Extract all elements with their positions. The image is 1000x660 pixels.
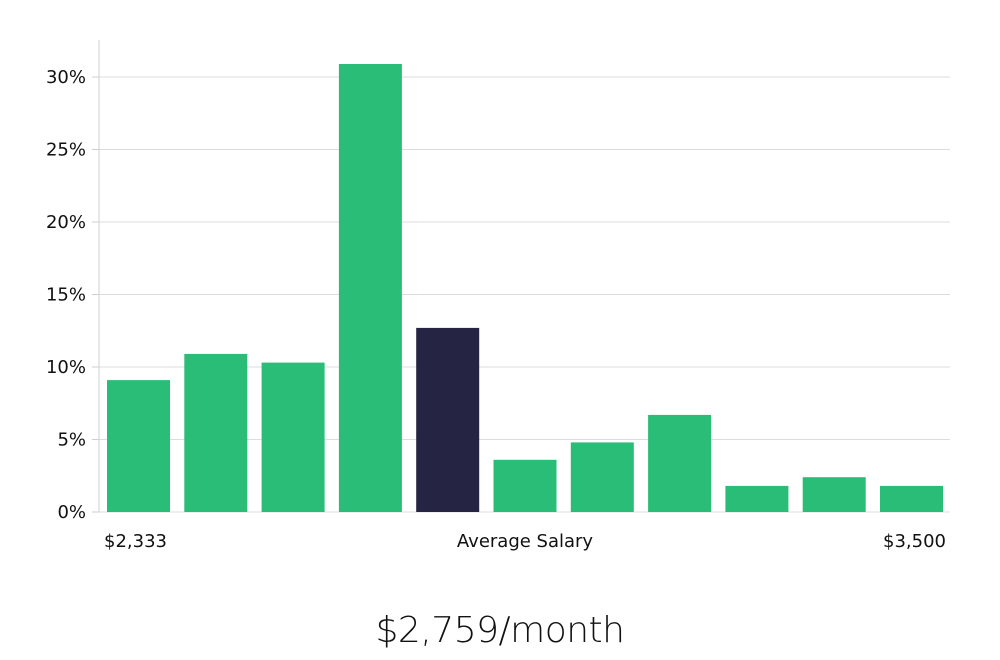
- y-tick-label: 10%: [46, 357, 86, 378]
- x-label-end: $3,500: [883, 531, 946, 552]
- bar-average-salary: [416, 327, 480, 512]
- y-tick-label: 25%: [46, 140, 86, 161]
- bar: [802, 477, 866, 512]
- salary-histogram: 0% 5% 10% 15% 20% 25% 30% $2,333 Average Salar…: [46, 40, 950, 552]
- x-label-average: Average Salary: [457, 531, 594, 552]
- y-tick-label: 0%: [57, 502, 86, 523]
- bar: [184, 353, 248, 512]
- y-tick-label: 15%: [46, 285, 86, 306]
- bar: [725, 485, 789, 512]
- grid-layer: 0% 5% 10% 15% 20% 25% 30%: [46, 67, 950, 523]
- y-tick-label: 20%: [46, 212, 86, 233]
- average-salary-headline: $2,759/month: [375, 610, 625, 651]
- y-tick-label: 5%: [57, 430, 86, 451]
- y-tick-label: 30%: [46, 67, 86, 88]
- x-label-start: $2,333: [104, 531, 167, 552]
- bars-layer: [107, 64, 943, 512]
- bar: [107, 380, 170, 512]
- bar: [493, 459, 557, 512]
- bar: [880, 485, 943, 512]
- bar: [338, 64, 402, 512]
- bar: [570, 442, 634, 512]
- bar: [261, 362, 325, 512]
- bar: [648, 414, 712, 512]
